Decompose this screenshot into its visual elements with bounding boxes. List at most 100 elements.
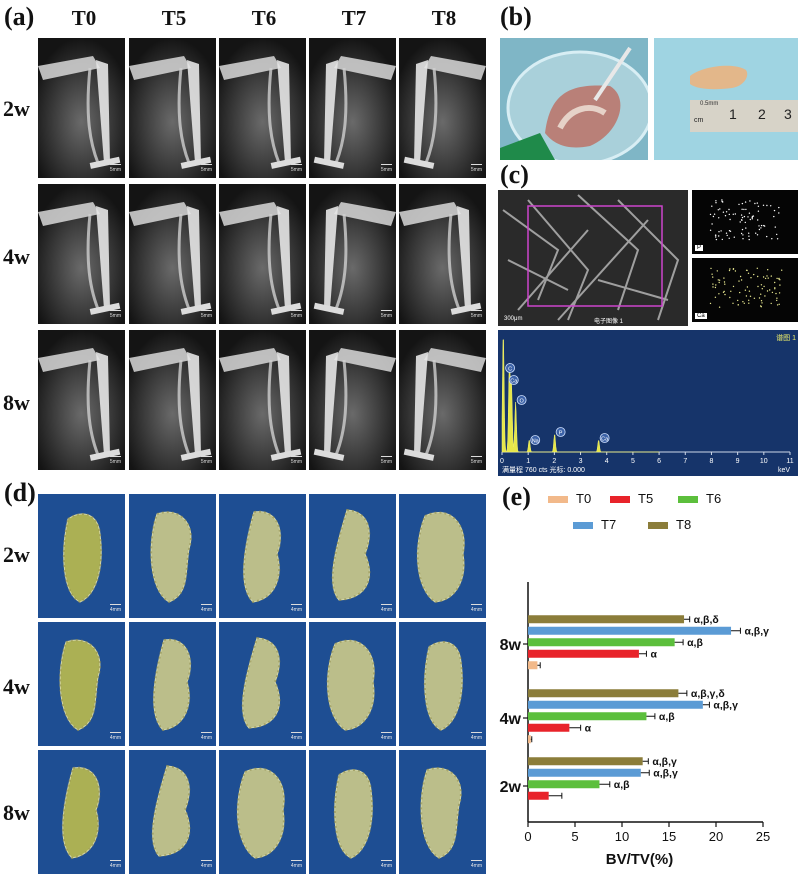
xray-4w-T5: 5mm	[129, 184, 216, 324]
xray-bone-drawing	[219, 38, 306, 178]
col-header-t8: T8	[431, 6, 457, 30]
bar-4w-t5	[528, 723, 570, 732]
error-bar-8w-t6	[674, 639, 684, 646]
x-axis-label: BV/TV(%)	[606, 851, 674, 868]
xray-scale-bar: 5mm	[200, 164, 213, 173]
panel-label-c: (c)	[500, 160, 529, 189]
xray-scale-bar: 5mm	[200, 310, 213, 319]
eds-tick-label: 3	[579, 458, 583, 465]
bar-4w-t8	[528, 689, 679, 698]
row-header-d-2w: 2w	[3, 542, 30, 567]
xray-8w-T6: 5mm	[219, 330, 306, 470]
micro-ct-specimen	[236, 767, 286, 860]
micro-ct-specimen	[151, 764, 191, 858]
legend-label-t8: T8	[676, 517, 691, 532]
xray-2w-T6: 5mm	[219, 38, 306, 178]
ruler-mark-3: 3	[784, 106, 792, 122]
row-header-d-8w: 8w	[3, 800, 30, 825]
eds-tick-label: 7	[683, 458, 687, 465]
bar-2w-t5	[528, 791, 549, 800]
eds-peak-label: Ca	[510, 378, 518, 384]
micro-ct-specimen	[59, 639, 101, 732]
x-tick-label: 20	[709, 829, 723, 844]
ct-scale-bar: 4mm	[109, 860, 122, 869]
x-tick-label: 25	[756, 829, 770, 844]
micro-ct-8w-T5: 4mm	[129, 750, 216, 874]
micro-ct-specimen	[326, 639, 376, 732]
error-bar-2w-t5	[548, 792, 563, 799]
eds-peak-label: Na	[532, 438, 540, 444]
micro-ct-8w-T6: 4mm	[219, 750, 306, 874]
significance-label-4w-t8: α,β,γ,δ	[691, 688, 725, 700]
error-bar-8w-t5	[638, 650, 647, 657]
sem-image: 300μm 电子图像 1	[498, 190, 688, 326]
eds-peak-label: P	[559, 430, 563, 436]
xray-bone-drawing	[38, 330, 125, 470]
error-bar-8w-t8	[684, 616, 691, 623]
ct-scale-bar: 4mm	[200, 604, 213, 613]
col-header-t6: T6	[251, 6, 277, 30]
surgery-photo-drawing	[500, 46, 648, 160]
bar-2w-t6	[528, 780, 600, 789]
xray-4w-T8: 5mm	[399, 184, 486, 324]
legend-swatch-t0	[548, 496, 568, 503]
error-bar-2w-t7	[640, 769, 650, 776]
x-tick-label: 5	[571, 829, 578, 844]
map-label-p: P	[695, 245, 704, 251]
xray-bone-drawing	[309, 38, 396, 178]
xray-8w-T7: 5mm	[309, 330, 396, 470]
micro-ct-specimen	[150, 511, 192, 604]
eds-tick-label: 9	[736, 458, 740, 465]
ct-scale-bar: 4mm	[470, 732, 483, 741]
micro-ct-4w-T0: 4mm	[38, 622, 125, 746]
error-bar-8w-t7	[731, 627, 741, 634]
legend-swatch-t5	[610, 496, 630, 503]
error-bar-4w-t8	[678, 690, 688, 697]
xray-2w-T0: 5mm	[38, 38, 125, 178]
eds-tick-label: 4	[605, 458, 609, 465]
micro-ct-4w-T6: 4mm	[219, 622, 306, 746]
xray-scale-bar: 5mm	[290, 164, 303, 173]
significance-label-4w-t6: α,β	[659, 711, 675, 723]
phosphorus-map: P	[692, 190, 798, 254]
micro-ct-4w-T5: 4mm	[129, 622, 216, 746]
xray-bone-drawing	[399, 38, 486, 178]
sem-scale: 300μm	[504, 316, 523, 322]
xray-scale-bar: 5mm	[290, 310, 303, 319]
bar-8w-t8	[528, 615, 685, 624]
col-header-t5: T5	[161, 6, 187, 30]
xray-bone-drawing	[399, 184, 486, 324]
xray-2w-T5: 5mm	[129, 38, 216, 178]
error-bar-2w-t8	[642, 758, 649, 765]
x-tick-label: 10	[615, 829, 629, 844]
surgery-photo	[500, 38, 648, 160]
significance-label-2w-t8: α,β,γ	[652, 756, 677, 768]
micro-ct-2w-T6: 4mm	[219, 494, 306, 618]
xray-8w-T5: 5mm	[129, 330, 216, 470]
ruler-small-text: 0.5mm	[700, 101, 719, 107]
legend-label-t7: T7	[601, 517, 616, 532]
xray-scale-bar: 5mm	[380, 164, 393, 173]
ct-scale-bar: 4mm	[109, 604, 122, 613]
eds-peak-label: O	[519, 398, 524, 404]
ct-scale-bar: 4mm	[470, 604, 483, 613]
xray-8w-T8: 5mm	[399, 330, 486, 470]
xray-bone-drawing	[129, 184, 216, 324]
legend-label-t5: T5	[638, 491, 653, 506]
xray-scale-bar: 5mm	[109, 164, 122, 173]
x-tick-label: 15	[662, 829, 676, 844]
xray-scale-bar: 5mm	[109, 456, 122, 465]
ruler-mark-2: 2	[758, 106, 766, 122]
ct-scale-bar: 4mm	[380, 604, 393, 613]
ct-scale-bar: 4mm	[109, 732, 122, 741]
xray-2w-T8: 5mm	[399, 38, 486, 178]
xray-bone-drawing	[309, 330, 396, 470]
bar-2w-t8	[528, 757, 643, 766]
x-tick-label: 0	[524, 829, 531, 844]
xray-scale-bar: 5mm	[470, 456, 483, 465]
xray-scale-bar: 5mm	[380, 310, 393, 319]
specimen-ruler-photo: 0.5mm cm 1 2 3	[654, 38, 798, 160]
ct-scale-bar: 4mm	[290, 860, 303, 869]
eds-tick-label: 10	[760, 458, 768, 465]
